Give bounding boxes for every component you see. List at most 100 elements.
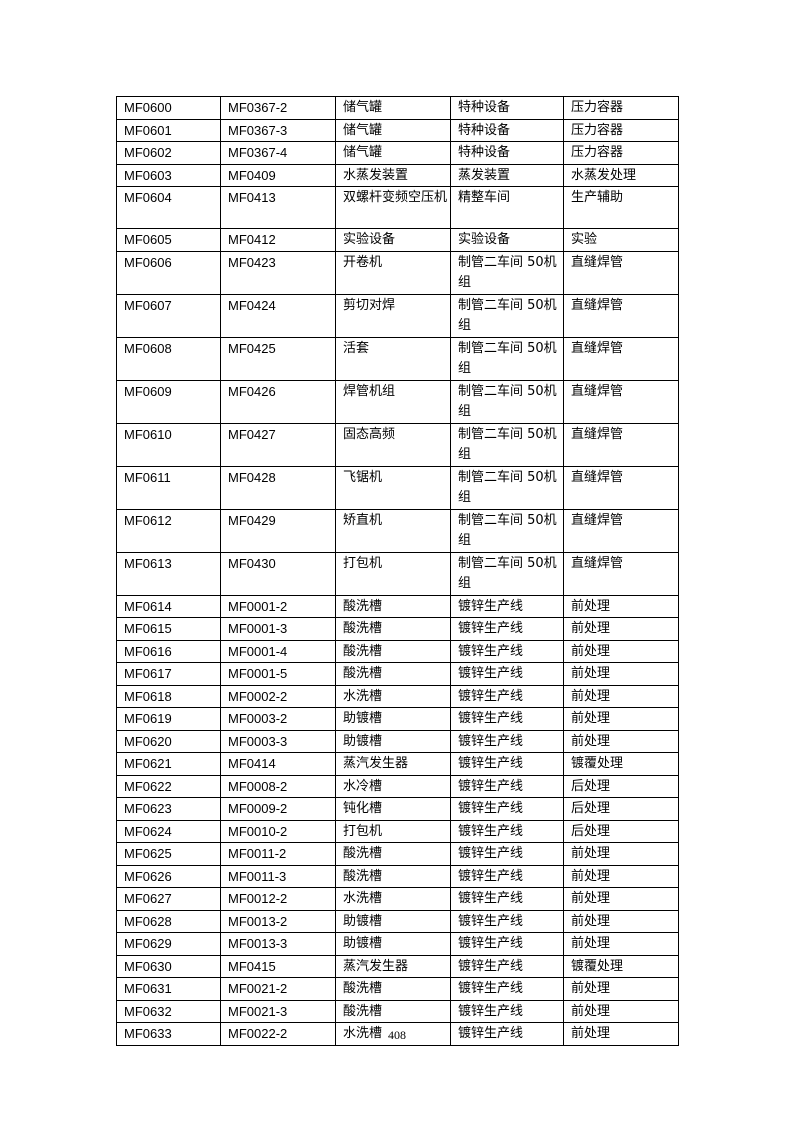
cell-equipment-id: MF0611 [116, 465, 221, 510]
cell-category: 直缝焊管 [563, 422, 679, 467]
cell-equipment-id: MF0605 [116, 228, 221, 252]
cell-location: 镀锌生产线 [450, 954, 564, 979]
cell-category: 前处理 [563, 977, 679, 1001]
cell-equipment-id: MF0630 [116, 954, 221, 979]
table-row: MF0600 MF0367-2 储气罐 特种设备 压力容器 [116, 96, 679, 120]
table-row: MF0630 MF0415 蒸汽发生器 镀锌生产线 镀覆处理 [116, 954, 679, 979]
cell-location: 镀锌生产线 [450, 752, 564, 776]
cell-location: 特种设备 [450, 96, 564, 120]
cell-original-id: MF0011-2 [220, 842, 336, 866]
cell-original-id: MF0003-2 [220, 707, 336, 731]
table-row: MF0618 MF0002-2 水洗槽 镀锌生产线 前处理 [116, 684, 679, 709]
cell-location: 镀锌生产线 [450, 1022, 564, 1046]
cell-equipment-id: MF0629 [116, 932, 221, 956]
cell-equipment-id: MF0614 [116, 594, 221, 619]
cell-equipment-id: MF0600 [116, 96, 221, 120]
cell-original-id: MF0003-3 [220, 729, 336, 754]
cell-location: 镀锌生产线 [450, 662, 564, 686]
cell-equipment-name: 打包机 [335, 819, 451, 844]
cell-category: 前处理 [563, 594, 679, 619]
cell-equipment-name: 飞锯机 [335, 465, 451, 510]
cell-location: 制管二车间 50机组 [450, 422, 564, 467]
cell-category: 直缝焊管 [563, 465, 679, 510]
cell-category: 直缝焊管 [563, 336, 679, 381]
cell-equipment-name: 焊管机组 [335, 379, 451, 424]
table-row: MF0613 MF0430 打包机 制管二车间 50机组 直缝焊管 [116, 551, 679, 596]
table-row: MF0623 MF0009-2 钝化槽 镀锌生产线 后处理 [116, 797, 679, 821]
cell-equipment-id: MF0604 [116, 185, 221, 230]
table-row: MF0620 MF0003-3 助镀槽 镀锌生产线 前处理 [116, 729, 679, 754]
cell-equipment-id: MF0601 [116, 118, 221, 142]
cell-equipment-id: MF0606 [116, 250, 221, 295]
cell-equipment-name: 打包机 [335, 551, 451, 596]
cell-original-id: MF0367-3 [220, 118, 336, 142]
cell-equipment-id: MF0633 [116, 1022, 221, 1046]
cell-equipment-name: 酸洗槽 [335, 977, 451, 1001]
cell-original-id: MF0010-2 [220, 819, 336, 844]
cell-category: 生产辅助 [563, 185, 679, 230]
cell-equipment-name: 剪切对焊 [335, 293, 451, 338]
table-row: MF0604 MF0413 双螺杆变频空压机 精整车间 生产辅助 [116, 185, 679, 230]
cell-equipment-name: 双螺杆变频空压机 [335, 185, 451, 230]
cell-equipment-name: 水冷槽 [335, 774, 451, 799]
table-row: MF0608 MF0425 活套 制管二车间 50机组 直缝焊管 [116, 336, 679, 381]
cell-equipment-id: MF0613 [116, 551, 221, 596]
cell-equipment-id: MF0628 [116, 909, 221, 934]
cell-original-id: MF0008-2 [220, 774, 336, 799]
cell-category: 后处理 [563, 774, 679, 799]
cell-location: 镀锌生产线 [450, 684, 564, 709]
cell-category: 前处理 [563, 887, 679, 911]
cell-location: 镀锌生产线 [450, 729, 564, 754]
cell-original-id: MF0021-2 [220, 977, 336, 1001]
table-row: MF0631 MF0021-2 酸洗槽 镀锌生产线 前处理 [116, 977, 679, 1001]
cell-location: 镀锌生产线 [450, 639, 564, 664]
cell-equipment-id: MF0625 [116, 842, 221, 866]
cell-equipment-name: 储气罐 [335, 118, 451, 142]
table-row: MF0633 MF0022-2 水洗槽 镀锌生产线 前处理 [116, 1022, 679, 1046]
table-row: MF0616 MF0001-4 酸洗槽 镀锌生产线 前处理 [116, 639, 679, 664]
cell-location: 镀锌生产线 [450, 842, 564, 866]
table-row: MF0603 MF0409 水蒸发装置 蒸发装置 水蒸发处理 [116, 163, 679, 187]
cell-original-id: MF0414 [220, 752, 336, 776]
cell-original-id: MF0001-4 [220, 639, 336, 664]
cell-category: 压力容器 [563, 96, 679, 120]
table-row: MF0602 MF0367-4 储气罐 特种设备 压力容器 [116, 141, 679, 165]
cell-equipment-name: 酸洗槽 [335, 662, 451, 686]
table-row: MF0612 MF0429 矫直机 制管二车间 50机组 直缝焊管 [116, 508, 679, 553]
cell-original-id: MF0001-2 [220, 594, 336, 619]
table-row: MF0605 MF0412 实验设备 实验设备 实验 [116, 228, 679, 252]
cell-equipment-id: MF0617 [116, 662, 221, 686]
cell-equipment-id: MF0603 [116, 163, 221, 187]
cell-equipment-id: MF0616 [116, 639, 221, 664]
table-row: MF0621 MF0414 蒸汽发生器 镀锌生产线 镀覆处理 [116, 752, 679, 776]
cell-location: 镀锌生产线 [450, 977, 564, 1001]
cell-equipment-id: MF0624 [116, 819, 221, 844]
cell-equipment-name: 实验设备 [335, 228, 451, 252]
table-row: MF0614 MF0001-2 酸洗槽 镀锌生产线 前处理 [116, 594, 679, 619]
cell-equipment-name: 水洗槽 [335, 684, 451, 709]
cell-category: 前处理 [563, 707, 679, 731]
cell-original-id: MF0013-2 [220, 909, 336, 934]
cell-equipment-name: 水蒸发装置 [335, 163, 451, 187]
cell-original-id: MF0415 [220, 954, 336, 979]
cell-equipment-id: MF0620 [116, 729, 221, 754]
cell-category: 后处理 [563, 797, 679, 821]
cell-equipment-name: 酸洗槽 [335, 864, 451, 889]
cell-location: 镀锌生产线 [450, 864, 564, 889]
cell-equipment-id: MF0622 [116, 774, 221, 799]
cell-equipment-id: MF0623 [116, 797, 221, 821]
cell-equipment-name: 酸洗槽 [335, 639, 451, 664]
cell-equipment-name: 活套 [335, 336, 451, 381]
cell-equipment-id: MF0615 [116, 617, 221, 641]
cell-category: 后处理 [563, 819, 679, 844]
cell-category: 镀覆处理 [563, 954, 679, 979]
page-number: 408 [388, 1028, 406, 1042]
cell-equipment-name: 助镀槽 [335, 932, 451, 956]
cell-equipment-name: 酸洗槽 [335, 842, 451, 866]
cell-location: 制管二车间 50机组 [450, 508, 564, 553]
cell-category: 水蒸发处理 [563, 163, 679, 187]
cell-location: 镀锌生产线 [450, 819, 564, 844]
cell-original-id: MF0021-3 [220, 999, 336, 1024]
cell-location: 制管二车间 50机组 [450, 336, 564, 381]
cell-equipment-name: 矫直机 [335, 508, 451, 553]
